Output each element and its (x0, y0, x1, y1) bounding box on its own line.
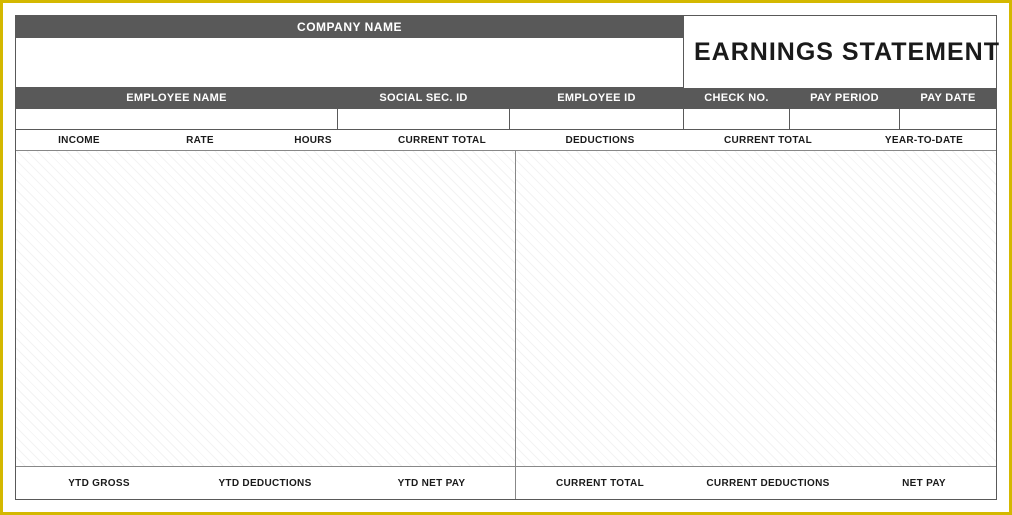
employee-id-value (510, 108, 684, 130)
employee-name-label: EMPLOYEE NAME (16, 88, 338, 108)
check-no-label: CHECK NO. (684, 88, 790, 108)
rate-label: RATE (142, 130, 258, 150)
employee-header-row: EMPLOYEE NAME SOCIAL SEC. ID EMPLOYEE ID… (16, 88, 996, 108)
ssn-value (338, 108, 510, 130)
earnings-statement-stub: COMPANY NAME EARNINGS STATEMENT EMPLOYEE… (15, 15, 997, 500)
income-area (16, 151, 516, 466)
company-box: COMPANY NAME (16, 16, 684, 88)
employee-value-row (16, 108, 996, 130)
hours-label: HOURS (258, 130, 368, 150)
current-total-footer-label: CURRENT TOTAL (516, 467, 684, 499)
ssn-label: SOCIAL SEC. ID (338, 88, 510, 108)
pay-date-label: PAY DATE (900, 88, 996, 108)
current-deductions-label: CURRENT DEDUCTIONS (684, 467, 852, 499)
net-pay-label: NET PAY (852, 467, 996, 499)
current-total-left-label: CURRENT TOTAL (368, 130, 516, 150)
body-row (16, 150, 996, 467)
deductions-label: DEDUCTIONS (516, 130, 684, 150)
deductions-area (516, 151, 996, 466)
pay-period-value (790, 108, 900, 130)
year-to-date-label: YEAR-TO-DATE (852, 130, 996, 150)
column-labels-row: INCOME RATE HOURS CURRENT TOTAL DEDUCTIO… (16, 130, 996, 150)
ytd-gross-label: YTD GROSS (16, 467, 182, 499)
income-label: INCOME (16, 130, 142, 150)
company-name-label: COMPANY NAME (16, 16, 683, 38)
ytd-deductions-label: YTD DEDUCTIONS (182, 467, 348, 499)
company-name-value (16, 38, 683, 88)
pay-period-label: PAY PERIOD (790, 88, 900, 108)
footer-row: YTD GROSS YTD DEDUCTIONS YTD NET PAY CUR… (16, 467, 996, 499)
ytd-net-pay-label: YTD NET PAY (348, 467, 516, 499)
earnings-statement-title: EARNINGS STATEMENT (684, 16, 1010, 88)
current-total-right-label: CURRENT TOTAL (684, 130, 852, 150)
pay-date-value (900, 108, 996, 130)
employee-name-value (16, 108, 338, 130)
check-no-value (684, 108, 790, 130)
top-row: COMPANY NAME EARNINGS STATEMENT (16, 16, 996, 88)
employee-id-label: EMPLOYEE ID (510, 88, 684, 108)
